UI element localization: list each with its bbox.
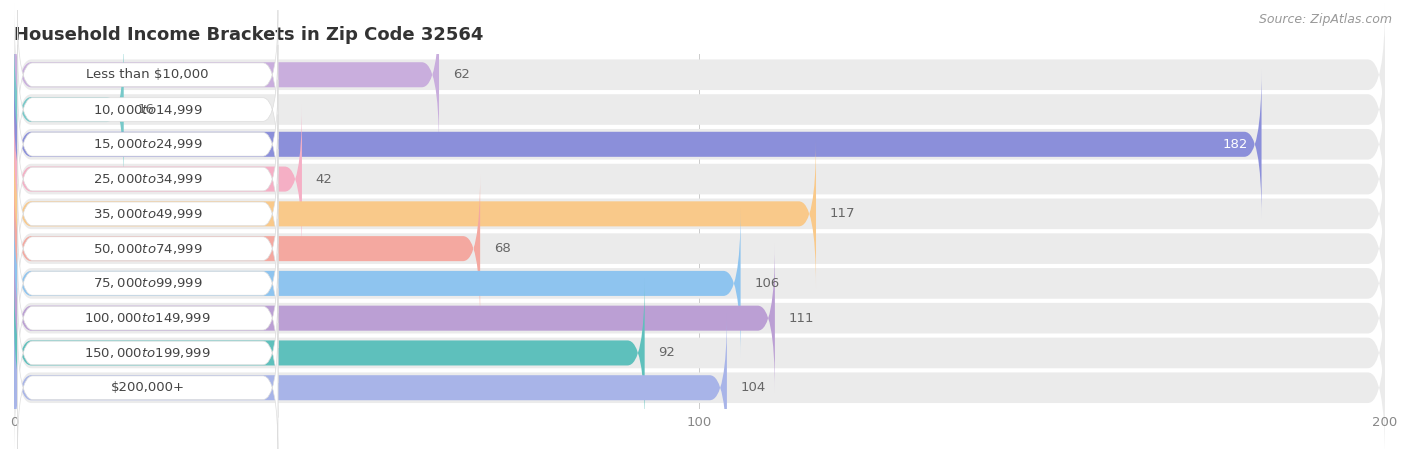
Text: $25,000 to $34,999: $25,000 to $34,999 xyxy=(93,172,202,186)
FancyBboxPatch shape xyxy=(17,184,278,313)
FancyBboxPatch shape xyxy=(17,219,278,348)
FancyBboxPatch shape xyxy=(17,114,278,244)
Text: 104: 104 xyxy=(741,381,766,394)
FancyBboxPatch shape xyxy=(17,288,278,418)
Text: $150,000 to $199,999: $150,000 to $199,999 xyxy=(84,346,211,360)
FancyBboxPatch shape xyxy=(17,149,278,278)
FancyBboxPatch shape xyxy=(14,316,1385,449)
FancyBboxPatch shape xyxy=(14,35,124,184)
FancyBboxPatch shape xyxy=(14,174,481,323)
Text: $35,000 to $49,999: $35,000 to $49,999 xyxy=(93,207,202,221)
Text: 92: 92 xyxy=(658,347,675,360)
FancyBboxPatch shape xyxy=(14,177,1385,320)
FancyBboxPatch shape xyxy=(17,79,278,209)
Text: 182: 182 xyxy=(1222,138,1249,151)
Text: Source: ZipAtlas.com: Source: ZipAtlas.com xyxy=(1258,13,1392,26)
Text: 68: 68 xyxy=(494,242,510,255)
Text: 117: 117 xyxy=(830,207,855,220)
FancyBboxPatch shape xyxy=(14,3,1385,146)
FancyBboxPatch shape xyxy=(14,247,1385,390)
FancyBboxPatch shape xyxy=(14,278,644,427)
FancyBboxPatch shape xyxy=(14,212,1385,355)
FancyBboxPatch shape xyxy=(14,142,1385,286)
Text: 62: 62 xyxy=(453,68,470,81)
Text: $75,000 to $99,999: $75,000 to $99,999 xyxy=(93,277,202,291)
Text: $10,000 to $14,999: $10,000 to $14,999 xyxy=(93,102,202,117)
Text: 111: 111 xyxy=(789,312,814,325)
FancyBboxPatch shape xyxy=(14,209,741,358)
FancyBboxPatch shape xyxy=(17,10,278,140)
FancyBboxPatch shape xyxy=(14,282,1385,425)
Text: $15,000 to $24,999: $15,000 to $24,999 xyxy=(93,137,202,151)
Text: $100,000 to $149,999: $100,000 to $149,999 xyxy=(84,311,211,325)
Text: 42: 42 xyxy=(315,172,333,185)
FancyBboxPatch shape xyxy=(14,107,1385,251)
FancyBboxPatch shape xyxy=(17,254,278,383)
FancyBboxPatch shape xyxy=(14,70,1261,219)
FancyBboxPatch shape xyxy=(14,313,727,449)
Text: Less than $10,000: Less than $10,000 xyxy=(86,68,209,81)
FancyBboxPatch shape xyxy=(14,140,815,288)
Text: $50,000 to $74,999: $50,000 to $74,999 xyxy=(93,242,202,255)
FancyBboxPatch shape xyxy=(17,323,278,449)
FancyBboxPatch shape xyxy=(14,244,775,392)
Text: $200,000+: $200,000+ xyxy=(111,381,184,394)
FancyBboxPatch shape xyxy=(14,105,302,254)
Text: 106: 106 xyxy=(754,277,779,290)
Text: 16: 16 xyxy=(138,103,155,116)
Text: Household Income Brackets in Zip Code 32564: Household Income Brackets in Zip Code 32… xyxy=(14,26,484,44)
FancyBboxPatch shape xyxy=(14,73,1385,216)
FancyBboxPatch shape xyxy=(14,0,439,149)
FancyBboxPatch shape xyxy=(17,45,278,174)
FancyBboxPatch shape xyxy=(14,38,1385,181)
